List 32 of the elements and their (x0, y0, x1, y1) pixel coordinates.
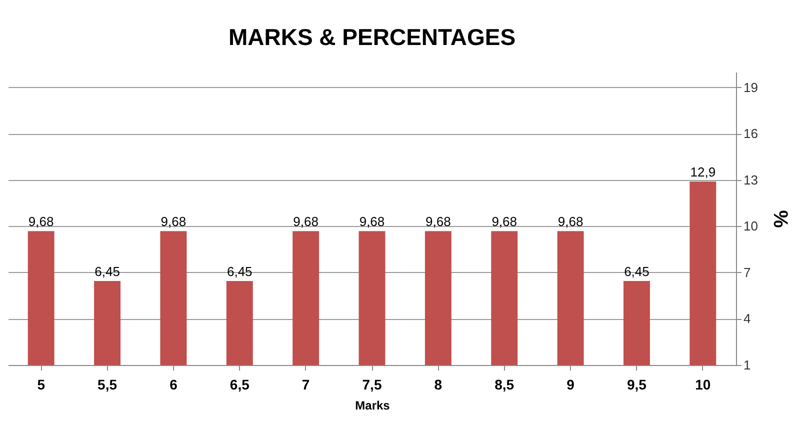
y-tick-label: 1 (744, 358, 751, 372)
x-tick-label: 8,5 (494, 376, 514, 392)
data-label: 9,68 (160, 214, 186, 230)
x-tick-label: 9 (566, 376, 575, 392)
data-label: 9,68 (359, 214, 385, 230)
chart-title: MARKS & PERCENTAGES (228, 24, 516, 50)
x-tick-label: 5 (37, 376, 46, 392)
data-label: 9,68 (558, 214, 584, 230)
data-label: 12,9 (690, 164, 716, 180)
data-label: 9,68 (492, 214, 518, 230)
y-axis-title: % (768, 210, 791, 228)
data-label: 9,68 (28, 214, 54, 230)
data-label: 6,45 (624, 264, 650, 279)
x-axis-title: Marks (355, 398, 390, 412)
data-label: 9,68 (293, 214, 318, 230)
x-tick-label: 6 (170, 376, 178, 392)
y-tick-label: 19 (744, 80, 758, 95)
x-tick-label: 7,5 (362, 376, 382, 392)
x-tick-label: 9,5 (626, 376, 647, 392)
x-tick-label: 5,5 (98, 376, 118, 392)
x-tick-label: 10 (695, 376, 711, 392)
data-label: 9,68 (426, 214, 451, 230)
x-tick-label: 8 (434, 376, 442, 392)
data-label: 6,45 (226, 264, 252, 279)
y-tick-label: 13 (744, 172, 758, 188)
x-tick-label: 6,5 (230, 376, 250, 392)
y-tick-label: 4 (744, 311, 751, 326)
data-label: 6,45 (94, 264, 120, 279)
y-tick-label: 16 (744, 126, 758, 142)
x-tick-label: 7 (302, 376, 310, 392)
y-tick-label: 7 (744, 264, 751, 280)
y-tick-label: 10 (744, 218, 758, 234)
